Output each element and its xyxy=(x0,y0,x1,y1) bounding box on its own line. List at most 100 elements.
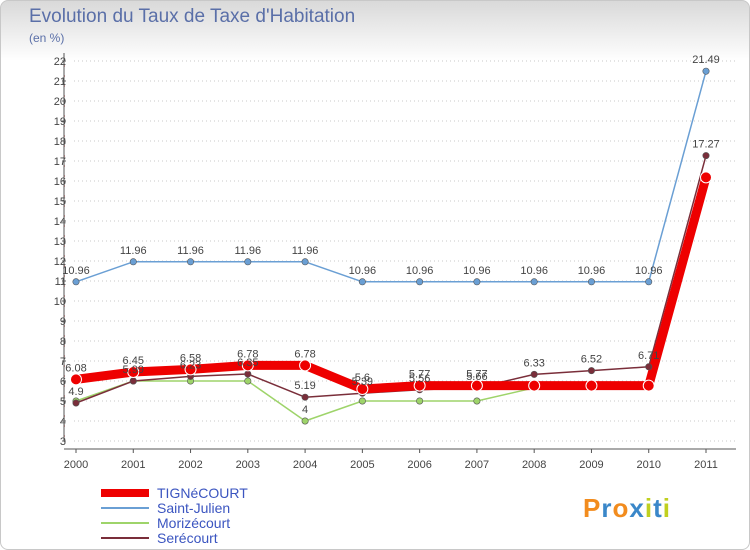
logo-letter: i xyxy=(662,493,671,523)
data-point xyxy=(127,366,140,378)
y-tick-label: 3 xyxy=(60,436,66,448)
series-line-0 xyxy=(71,172,711,394)
logo-letter: t xyxy=(653,493,663,523)
y-tick-label: 12 xyxy=(54,256,66,268)
data-label: 6.78 xyxy=(237,348,258,360)
data-point xyxy=(645,278,653,286)
data-point xyxy=(244,258,252,266)
data-point xyxy=(645,363,653,371)
data-label: 10.96 xyxy=(463,265,491,277)
data-label: 6.08 xyxy=(65,362,86,374)
logo-letter: r xyxy=(601,493,613,523)
data-point xyxy=(299,359,312,372)
data-label: 6.33 xyxy=(523,357,544,369)
data-point xyxy=(528,379,541,392)
data-label: 17.27 xyxy=(692,139,720,151)
legend-label: TIGNéCOURT xyxy=(157,484,248,501)
data-label: 6.35 xyxy=(237,357,258,369)
data-label: 5.77 xyxy=(466,369,487,381)
data-point xyxy=(642,379,655,392)
chart-title: Evolution du Taux de Taxe d'Habitation xyxy=(29,6,356,27)
data-point xyxy=(358,397,366,405)
data-label: 5.56 xyxy=(409,373,430,385)
data-label: 11.96 xyxy=(234,245,261,257)
data-point xyxy=(416,397,424,405)
logo-letter: P xyxy=(583,493,602,523)
data-point xyxy=(244,377,252,385)
data-label: 11.96 xyxy=(120,245,147,257)
data-point xyxy=(184,363,197,376)
data-label: 5.19 xyxy=(294,380,315,392)
legend-swatch xyxy=(101,536,149,539)
x-tick-label: 2000 xyxy=(64,459,88,471)
data-label: 10.96 xyxy=(62,265,90,277)
logo-letter: i xyxy=(644,493,654,523)
data-label: 6.58 xyxy=(180,352,201,364)
legend-label: Saint-Julien xyxy=(157,499,231,516)
data-label: 5.66 xyxy=(466,371,487,383)
y-tick-label: 15 xyxy=(54,196,66,208)
series-line-1 xyxy=(75,70,707,283)
data-point xyxy=(301,258,309,266)
data-point xyxy=(470,379,483,392)
y-tick-label: 7 xyxy=(60,356,66,368)
data-label: 21.49 xyxy=(692,54,720,66)
data-point xyxy=(585,379,598,392)
data-label: 10.96 xyxy=(635,265,663,277)
y-tick-label: 6 xyxy=(60,376,66,388)
data-point xyxy=(72,399,80,407)
data-label: 10.96 xyxy=(406,265,434,277)
data-label: 10.96 xyxy=(578,265,606,277)
series-layer xyxy=(71,70,711,422)
y-tick-label: 11 xyxy=(55,276,66,288)
legend-swatch xyxy=(101,488,149,497)
data-point xyxy=(530,278,538,286)
data-point xyxy=(702,67,710,75)
y-tick-label: 13 xyxy=(54,236,66,248)
points-layer xyxy=(70,67,712,425)
data-label: 5.99 xyxy=(123,364,144,376)
chart-subtitle: (en %) xyxy=(29,31,65,45)
data-label: 5.6 xyxy=(355,372,370,384)
y-tick-label: 19 xyxy=(54,116,66,128)
logo-letter: x xyxy=(629,493,645,523)
data-point xyxy=(72,278,80,286)
data-label: 10.96 xyxy=(349,265,377,277)
axes: 3 4 5 6 7 8 9 10 11 12 13 14 15 16 17 18 19 20 21 22 2000 200… xyxy=(54,53,736,471)
y-tick-label: 9 xyxy=(60,316,66,328)
legend-item-saint-julien: Saint-Julien xyxy=(101,499,248,516)
data-point xyxy=(187,258,195,266)
data-point xyxy=(358,278,366,286)
data-label: 10.96 xyxy=(520,265,548,277)
legend-swatch xyxy=(101,521,149,524)
y-tick-label: 5 xyxy=(60,396,66,408)
x-tick-label: 2001 xyxy=(121,459,145,471)
legend-item-serecourt: Serécourt xyxy=(101,529,248,546)
logo-letter: o xyxy=(612,493,630,523)
y-tick-label: 17 xyxy=(54,156,66,168)
x-tick-label: 2008 xyxy=(522,459,546,471)
data-label: 5.77 xyxy=(409,369,430,381)
x-tick-label: 2007 xyxy=(465,459,489,471)
y-tick-label: 18 xyxy=(54,136,66,148)
data-label: 6.52 xyxy=(581,354,602,366)
x-tick-label: 2006 xyxy=(407,459,431,471)
y-tick-label: 8 xyxy=(60,336,66,348)
data-point xyxy=(70,373,82,386)
data-point xyxy=(244,370,252,378)
data-label: 6.78 xyxy=(294,348,315,360)
y-tick-label: 10 xyxy=(54,296,66,308)
data-label: 5.39 xyxy=(352,376,373,388)
proxiti-logo: Proxiti xyxy=(583,493,671,524)
x-tick-label: 2002 xyxy=(178,459,202,471)
data-point xyxy=(241,359,254,372)
data-label: 6.45 xyxy=(123,355,144,367)
legend-label: Serécourt xyxy=(157,529,218,546)
x-tick-label: 2011 xyxy=(694,459,718,471)
y-tick-label: 21 xyxy=(54,76,66,88)
data-point xyxy=(702,152,710,160)
y-tick-label: 22 xyxy=(54,56,66,68)
legend: TIGNéCOURT Saint-Julien Morizécourt Seré… xyxy=(101,484,248,546)
data-point xyxy=(301,393,309,401)
